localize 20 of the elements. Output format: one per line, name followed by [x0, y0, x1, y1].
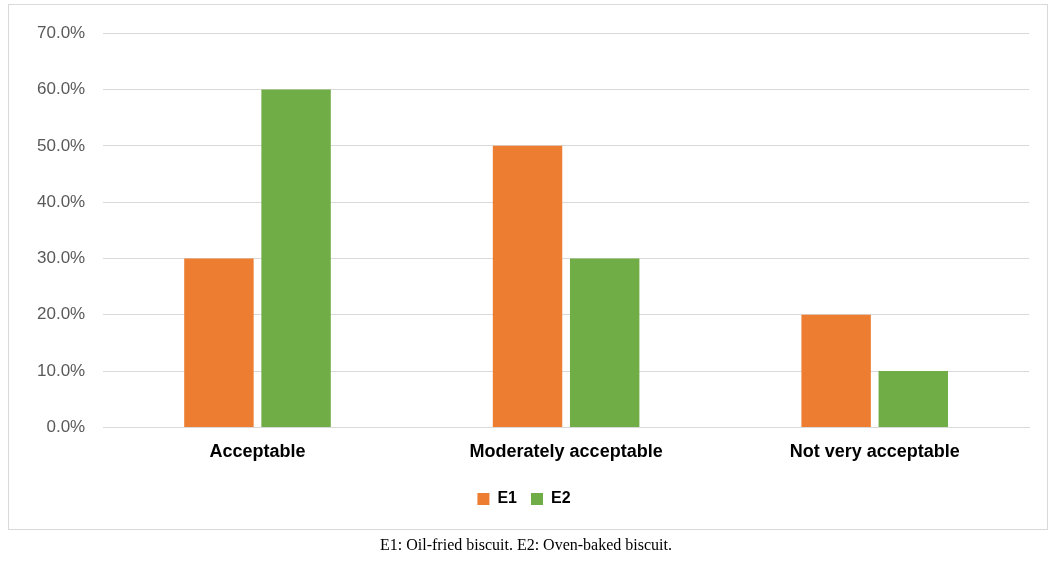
- y-tick-label: 0.0%: [46, 417, 86, 437]
- bar: [569, 258, 640, 427]
- bar: [878, 371, 948, 427]
- y-tick-label: 20.0%: [37, 304, 86, 324]
- y-tick-label: 70.0%: [37, 22, 86, 42]
- x-tick-label: Not very acceptable: [789, 441, 960, 462]
- bar: [492, 145, 563, 427]
- y-tick-label: 60.0%: [37, 79, 86, 99]
- bar: [261, 89, 331, 427]
- x-tick-label: Acceptable: [209, 441, 306, 462]
- legend-label: E2: [551, 489, 571, 507]
- y-tick-label: 30.0%: [37, 248, 86, 268]
- y-tick-label: 40.0%: [37, 191, 86, 211]
- legend-label: E1: [497, 489, 518, 507]
- y-tick-label: 10.0%: [37, 360, 86, 380]
- x-tick-label: Moderately acceptable: [469, 441, 663, 462]
- y-tick-label: 50.0%: [37, 135, 86, 155]
- bar: [801, 314, 871, 427]
- bar: [184, 258, 254, 427]
- text: E1: Oil-fried biscuit. E2: Oven-baked biscuit.: [379, 536, 673, 554]
